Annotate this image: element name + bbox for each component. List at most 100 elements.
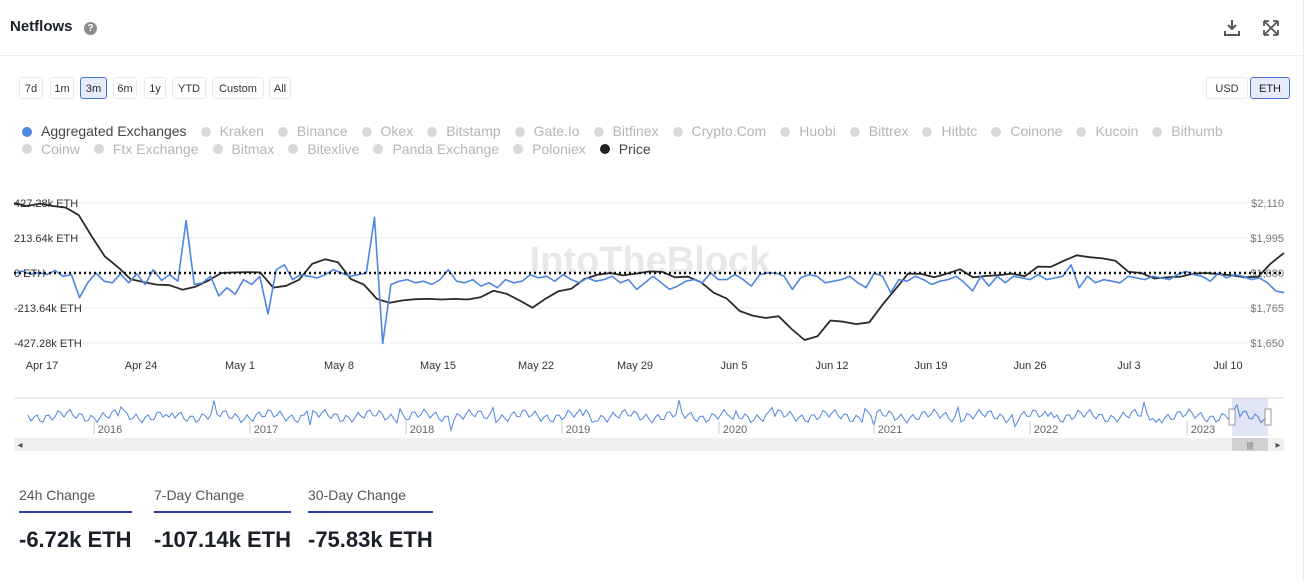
- chart-legend: Aggregated Exchanges Kraken Binance Okex Bit…: [22, 123, 1292, 158]
- netflow-line[interactable]: [13, 216, 1285, 345]
- legend-item-binance[interactable]: Binance: [277, 123, 348, 140]
- scroll-right-icon[interactable]: ▸: [1275, 440, 1280, 451]
- range-button-1m[interactable]: 1m: [50, 77, 74, 99]
- legend-label: Price: [618, 140, 651, 157]
- fullscreen-icon[interactable]: [1261, 18, 1281, 38]
- x-axis-tick: Apr 17: [26, 360, 58, 372]
- legend-item-panda-exchange[interactable]: Panda Exchange: [373, 141, 499, 158]
- navigator-year: 2017: [254, 424, 278, 436]
- legend-item-bitmax[interactable]: Bitmax: [212, 140, 275, 158]
- scrollbar-grip-icon: |||: [1247, 441, 1253, 450]
- range-button-3m[interactable]: 3m: [80, 77, 107, 99]
- range-button-ytd[interactable]: YTD: [172, 77, 206, 99]
- watermark: IntoTheBlock: [530, 240, 772, 282]
- legend-dot-icon: [599, 144, 610, 154]
- x-axis-tick: Jul 10: [1213, 360, 1242, 372]
- legend-dot-icon: [922, 126, 933, 137]
- navigator-year: 2019: [566, 424, 590, 436]
- download-icon[interactable]: [1222, 18, 1242, 38]
- navigator-year: 2022: [1034, 424, 1058, 436]
- legend-label: Crypto.Com: [691, 123, 767, 139]
- card-header: Netflows ?: [0, 0, 1304, 56]
- navigator-year: 2018: [410, 424, 434, 436]
- legend-dot-icon: [1076, 126, 1087, 137]
- legend-item-ftx-exchange[interactable]: Ftx Exchange: [93, 141, 199, 158]
- legend-item-bittrex[interactable]: Bittrex: [849, 123, 909, 140]
- range-button-1y[interactable]: 1y: [144, 77, 166, 99]
- legend-label: Bitmax: [231, 140, 275, 157]
- x-axis-tick: Jul 3: [1117, 360, 1140, 372]
- range-button-custom[interactable]: Custom: [212, 77, 264, 99]
- stat-7-day-change: 7-Day Change -107.14k ETH: [154, 487, 291, 553]
- right-axis-tick: $1,650: [1250, 338, 1284, 350]
- legend-label: Huobi: [799, 123, 836, 139]
- x-axis-tick: May 8: [324, 360, 354, 372]
- stat-value: -6.72k ETH: [19, 527, 132, 552]
- page-title: Netflows: [10, 18, 73, 35]
- legend-item-kucoin[interactable]: Kucoin: [1076, 123, 1138, 140]
- range-button-7d[interactable]: 7d: [19, 77, 43, 99]
- stat-value: -107.14k ETH: [154, 527, 291, 552]
- legend-item-kraken[interactable]: Kraken: [200, 123, 264, 140]
- legend-item-bitstamp[interactable]: Bitstamp: [427, 123, 501, 140]
- legend-item-bitfinex[interactable]: Bitfinex: [593, 123, 659, 140]
- legend-dot-icon: [277, 126, 288, 137]
- legend-item-coinone[interactable]: Coinone: [991, 123, 1062, 140]
- legend-item-hitbtc[interactable]: Hitbtc: [922, 123, 977, 140]
- range-button-all[interactable]: All: [269, 77, 291, 99]
- navigator-series: [27, 400, 1271, 433]
- legend-label: Bitfinex: [612, 123, 659, 139]
- legend-item-coinw[interactable]: Coinw: [22, 141, 80, 158]
- legend-label: Binance: [296, 123, 348, 139]
- legend-dot-icon: [514, 126, 525, 137]
- legend-dot-icon: [361, 126, 372, 137]
- legend-dot-icon: [593, 126, 604, 137]
- legend-label: Kucoin: [1095, 123, 1139, 139]
- legend-item-okex[interactable]: Okex: [361, 123, 413, 140]
- currency-button-usd[interactable]: USD: [1206, 77, 1248, 99]
- price-line[interactable]: [13, 202, 1285, 341]
- range-button-6m[interactable]: 6m: [113, 77, 137, 99]
- right-axis-tick: $1,765: [1250, 303, 1284, 315]
- scroll-left-icon[interactable]: ◂: [17, 440, 22, 451]
- legend-label: Bittrex: [868, 123, 909, 139]
- navigator-selection[interactable]: [1232, 398, 1268, 436]
- legend-dot-icon: [93, 144, 104, 154]
- range-navigator[interactable]: 2016 2017 2018 2019 2020 2021 2022 2023 ||| ◂ ▸: [0, 395, 1306, 455]
- stat-24h-change: 24h Change -6.72k ETH: [19, 487, 132, 553]
- stat-value: -75.83k ETH: [308, 527, 433, 552]
- scrollbar-thumb[interactable]: [1232, 438, 1268, 451]
- legend-dot-icon: [288, 144, 299, 154]
- legend-item-gate-io[interactable]: Gate.Io: [514, 123, 580, 140]
- legend-dot-icon: [373, 144, 384, 154]
- navigator-handle-left[interactable]: [1228, 408, 1236, 426]
- legend-item-crypto-com[interactable]: Crypto.Com: [672, 123, 767, 140]
- legend-label: Bitexlive: [307, 140, 360, 157]
- legend-item-bitexlive[interactable]: Bitexlive: [288, 141, 359, 158]
- legend-dot-icon: [1152, 126, 1163, 137]
- navigator-year: 2021: [878, 424, 902, 436]
- legend-label: Kraken: [219, 123, 264, 139]
- legend-label: Bithumb: [1171, 123, 1223, 139]
- legend-dot-icon: [212, 144, 223, 154]
- legend-dot-icon: [427, 126, 438, 137]
- navigator-handle-right[interactable]: [1264, 408, 1272, 426]
- legend-label: Panda Exchange: [392, 140, 500, 157]
- legend-item-price[interactable]: Price: [599, 140, 651, 158]
- legend-label: Aggregated Exchanges: [41, 123, 187, 139]
- legend-item-huobi[interactable]: Huobi: [780, 123, 836, 140]
- legend-item-bithumb[interactable]: Bithumb: [1152, 123, 1223, 140]
- legend-item-aggregated-exchanges[interactable]: Aggregated Exchanges: [22, 123, 187, 140]
- scrollbar-track[interactable]: [14, 438, 1284, 451]
- legend-item-poloniex[interactable]: Poloniex: [513, 141, 586, 158]
- legend-dot-icon: [22, 144, 32, 154]
- legend-dot-icon: [672, 126, 683, 137]
- help-icon[interactable]: ?: [84, 22, 97, 35]
- x-axis-tick: May 22: [518, 360, 554, 372]
- legend-dot-icon: [22, 126, 32, 137]
- stat-label: 30-Day Change: [308, 487, 433, 513]
- stat-label: 7-Day Change: [154, 487, 291, 513]
- legend-dot-icon: [513, 144, 524, 154]
- currency-button-eth[interactable]: ETH: [1250, 77, 1290, 99]
